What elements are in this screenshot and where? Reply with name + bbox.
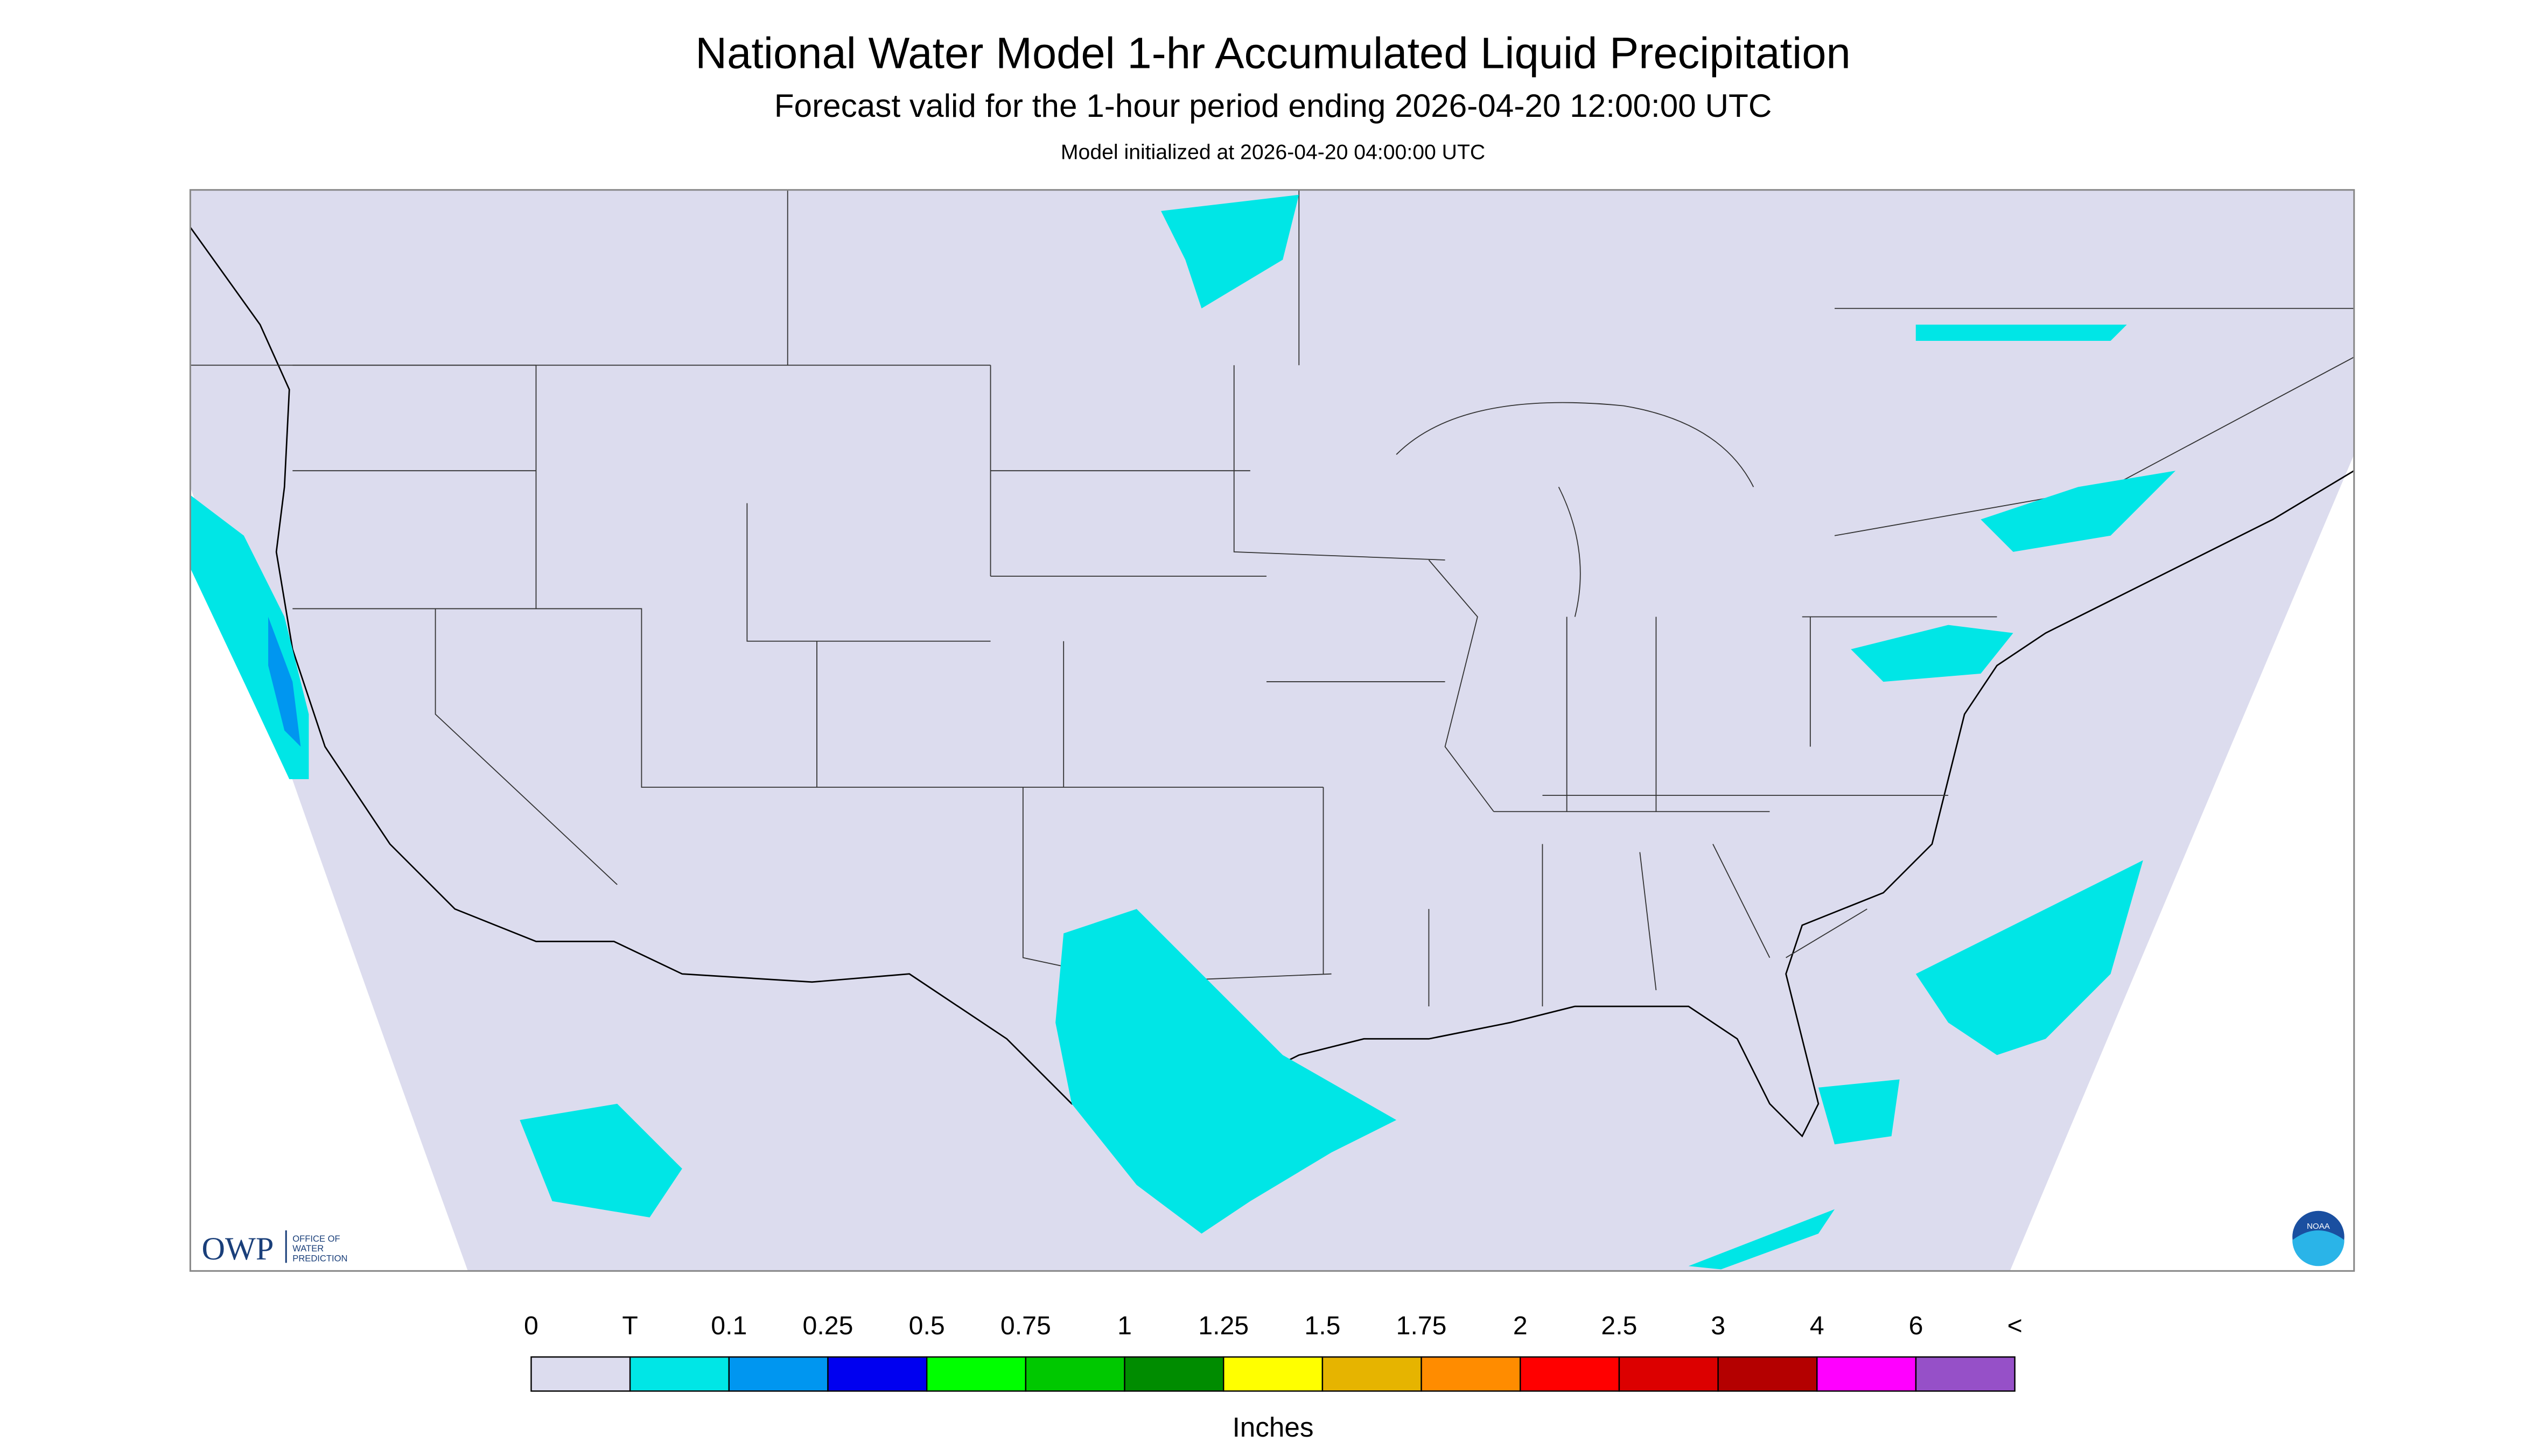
coastline (190, 227, 2355, 1170)
legend-swatch (1915, 1356, 2016, 1392)
legend-label: < (2007, 1311, 2023, 1340)
precip-area (1981, 471, 2176, 552)
owp-logo: OWP (201, 1231, 274, 1267)
legend-label: 6 (1909, 1311, 1923, 1340)
subtitle: Forecast valid for the 1-hour period end… (774, 87, 1772, 124)
legend-label: 1 (1117, 1311, 1132, 1340)
map-frame (189, 189, 2355, 1272)
legend-label: T (622, 1311, 638, 1340)
precip-area (1851, 625, 2013, 682)
legend-label: 0.75 (1000, 1311, 1051, 1340)
noaa-wave (2292, 1230, 2345, 1266)
legend-label: 3 (1711, 1311, 1725, 1340)
precip-area (1161, 194, 1299, 309)
owp-name: PREDICTION (292, 1253, 347, 1263)
legend: 0 T 0.1 0.25 0.5 0.75 1 1.25 1.5 1.75 2 2.5 3 4 6 < (524, 1311, 2023, 1392)
legend-swatch (1816, 1356, 1917, 1392)
domain (190, 190, 2354, 1271)
precip-area (1055, 909, 1397, 1234)
legend-label: 0.25 (803, 1311, 853, 1340)
legend-swatch (530, 1356, 631, 1392)
legend-label: 4 (1810, 1311, 1824, 1340)
legend-label: 2.5 (1601, 1311, 1637, 1340)
legend-swatch (1421, 1356, 1521, 1392)
legend-swatch (1618, 1356, 1719, 1392)
legend-swatch (1321, 1356, 1422, 1392)
legend-unit: Inches (1233, 1412, 1314, 1443)
legend-label: 2 (1513, 1311, 1528, 1340)
precipitation (190, 194, 2176, 1270)
owp-name: OFFICE OF (292, 1234, 340, 1244)
precip-area (1915, 860, 2143, 1055)
precip-area (520, 1103, 682, 1217)
title: National Water Model 1-hr Accumulated Li… (695, 29, 1850, 78)
legend-swatch (827, 1356, 928, 1392)
border-lines (190, 307, 2355, 617)
legend-label: 0.1 (711, 1311, 747, 1340)
precip-area (268, 617, 301, 747)
legend-swatch (926, 1356, 1027, 1392)
legend-label: 0 (524, 1311, 538, 1340)
legend-label: 1.25 (1198, 1311, 1249, 1340)
legend-swatch (1520, 1356, 1620, 1392)
legend-label: 1.5 (1304, 1311, 1340, 1340)
legend-label: 0.5 (909, 1311, 945, 1340)
legend-swatch (1223, 1356, 1324, 1392)
init-note: Model initialized at 2026-04-20 04:00:00… (1061, 141, 1485, 164)
legend-label: 1.75 (1396, 1311, 1447, 1340)
owp-name: WATER (292, 1243, 324, 1254)
legend-swatch (1025, 1356, 1125, 1392)
legend-swatch (728, 1356, 829, 1392)
legend-swatch (629, 1356, 730, 1392)
legend-swatch (1124, 1356, 1224, 1392)
legend-swatch (1717, 1356, 1818, 1392)
map: OWP OFFICE OF WATER PREDICTION NOAA (189, 189, 2355, 1272)
noaa-text: NOAA (2307, 1222, 2331, 1231)
